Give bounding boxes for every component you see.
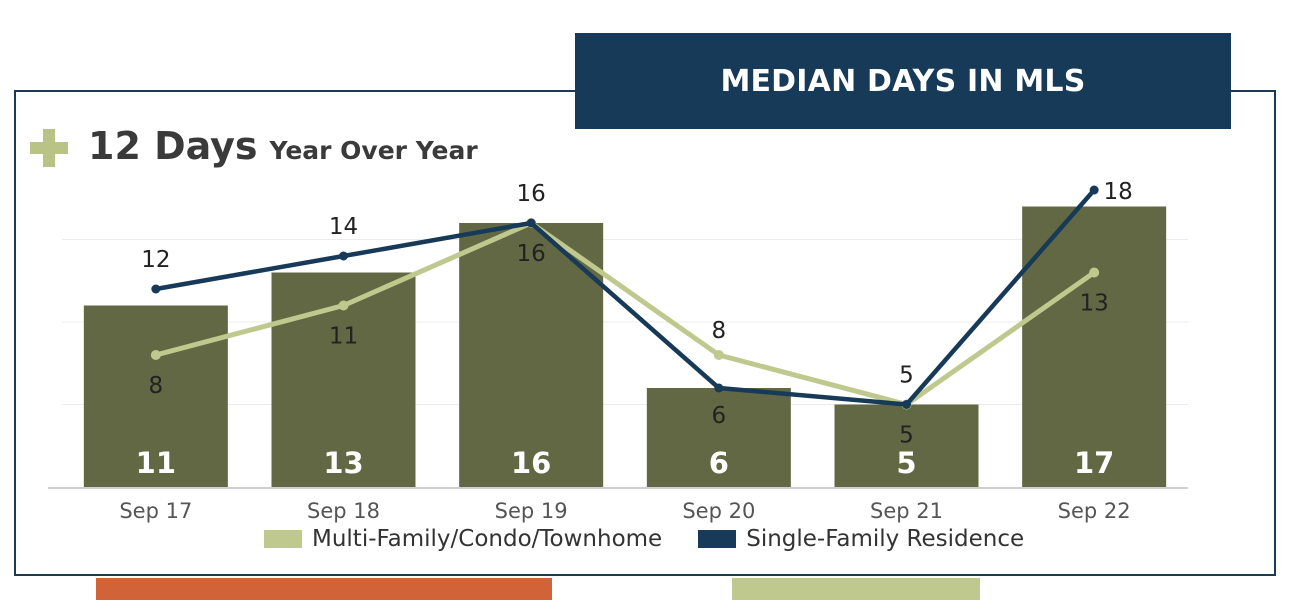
label-multi-family-2: 11 (329, 324, 358, 350)
bar-label-6: 17 (1074, 446, 1114, 480)
label-multi-family-1: 8 (149, 373, 164, 399)
bar-5 (834, 404, 979, 487)
legend-item-multi-family: Multi-Family/Condo/Townhome (264, 526, 662, 552)
legend-label-single-family: Single-Family Residence (746, 526, 1025, 552)
x-tick-label-3: Sep 19 (495, 499, 568, 523)
change-value: 12 Days (88, 124, 258, 168)
headline: 12 Days Year Over Year (30, 124, 478, 168)
point-single-family-2 (339, 251, 348, 261)
line-multi-family (155, 220, 1096, 407)
bar-label-2: 13 (323, 446, 363, 480)
legend: Multi-Family/Condo/Townhome Single-Famil… (264, 526, 1060, 552)
x-tick-label-1: Sep 17 (119, 499, 192, 523)
label-multi-family-6: 13 (1080, 291, 1109, 317)
plus-icon (30, 129, 68, 167)
bar-label-3: 16 (511, 446, 551, 480)
legend-label-multi-family: Multi-Family/Condo/Townhome (312, 526, 663, 552)
line-single-family (155, 188, 1096, 407)
legend-item-single-family: Single-Family Residence (698, 526, 1024, 552)
point-multi-family-2 (338, 300, 349, 311)
point-multi-family-6 (1089, 267, 1100, 278)
label-single-family-5: 5 (899, 363, 914, 389)
point-single-family-5 (902, 400, 911, 409)
bar-label-5: 5 (896, 446, 916, 480)
label-single-family-4: 6 (712, 403, 727, 429)
point-multi-family-1 (150, 350, 161, 360)
x-tick-label-6: Sep 22 (1058, 499, 1131, 523)
bar-4 (646, 388, 791, 487)
decor-bar-orange (96, 578, 552, 600)
legend-swatch-single-family (698, 530, 737, 548)
x-tick-label-5: Sep 21 (870, 499, 943, 523)
point-multi-family-4 (713, 350, 724, 360)
point-single-family-6 (1089, 185, 1099, 195)
point-single-family-3 (526, 218, 536, 228)
decor-bar-green (732, 578, 980, 600)
label-multi-family-3: 16 (517, 241, 546, 267)
bar-1 (83, 305, 228, 487)
bar-6 (1022, 206, 1167, 487)
label-single-family-2: 14 (329, 214, 358, 240)
bar-label-4: 6 (709, 446, 729, 480)
change-caption: Year Over Year (269, 136, 478, 165)
label-single-family-1: 12 (141, 247, 170, 273)
bar-label-1: 11 (136, 446, 176, 480)
point-single-family-4 (714, 383, 724, 393)
banner-title: MEDIAN DAYS IN MLS (575, 33, 1231, 129)
point-single-family-1 (151, 284, 161, 294)
legend-swatch-multi-family (264, 530, 302, 548)
label-multi-family-5: 5 (899, 423, 914, 449)
label-single-family-6: 18 (1104, 179, 1133, 205)
label-single-family-3: 16 (517, 181, 546, 207)
x-tick-label-2: Sep 18 (307, 499, 380, 523)
label-multi-family-4: 8 (712, 318, 727, 344)
x-tick-label-4: Sep 20 (682, 499, 755, 523)
